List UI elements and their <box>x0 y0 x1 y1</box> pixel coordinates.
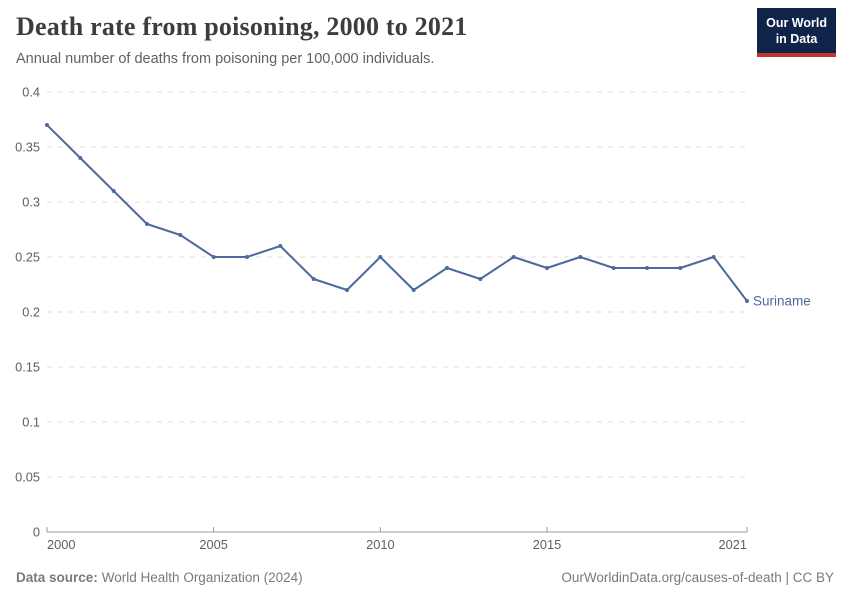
logo-text-line2: in Data <box>775 32 818 47</box>
data-source: Data source: World Health Organization (2… <box>16 570 303 585</box>
data-point-2008[interactable] <box>311 277 316 281</box>
data-point-2007[interactable] <box>278 244 283 248</box>
y-axis-label-0.1: 0.1 <box>22 415 40 430</box>
data-point-2014[interactable] <box>511 255 516 259</box>
data-point-2006[interactable] <box>245 255 249 259</box>
y-axis-label-0.2: 0.2 <box>22 305 40 320</box>
page-subtitle: Annual number of deaths from poisoning p… <box>16 51 435 67</box>
data-point-2001[interactable] <box>78 156 83 160</box>
y-axis-label-0.3: 0.3 <box>22 195 40 210</box>
credit-link[interactable]: OurWorldinData.org/causes-of-death | CC … <box>561 570 834 585</box>
data-point-2012[interactable] <box>445 266 449 270</box>
data-point-2015[interactable] <box>545 266 549 270</box>
x-axis-label-2010: 2010 <box>366 537 394 552</box>
line-chart[interactable]: 0 0.05 0.1 0.15 0.2 0.25 0.3 0.35 0.4 2000 2005 201… <box>0 80 850 560</box>
data-source-value: World Health Organization (2024) <box>101 570 303 585</box>
y-axis-label-0.35: 0.35 <box>15 140 40 155</box>
owid-logo[interactable]: Our World in Data <box>757 8 836 57</box>
x-axis-label-2015: 2015 <box>533 537 561 552</box>
data-point-2009[interactable] <box>345 288 349 292</box>
data-point-2019[interactable] <box>678 266 683 270</box>
y-axis-label-0.25: 0.25 <box>15 250 40 265</box>
page-title: Death rate from poisoning, 2000 to 2021 <box>16 12 468 41</box>
chart-header: Death rate from poisoning, 2000 to 2021 … <box>16 12 716 67</box>
data-point-2010[interactable] <box>378 255 383 259</box>
data-point-2011[interactable] <box>411 288 416 292</box>
data-point-2004[interactable] <box>178 233 183 237</box>
chart-footer: Data source: World Health Organization (2… <box>16 570 834 585</box>
data-point-2020[interactable] <box>711 255 716 259</box>
x-axis-label-2000: 2000 <box>47 537 75 552</box>
data-point-2005[interactable] <box>211 255 216 259</box>
data-point-2018[interactable] <box>645 266 649 270</box>
data-point-2002[interactable] <box>111 189 116 193</box>
y-axis-label-0.05: 0.05 <box>15 470 40 485</box>
y-axis-label-0.15: 0.15 <box>15 360 40 375</box>
data-source-label: Data source: <box>16 570 98 585</box>
y-axis-label-0.4: 0.4 <box>22 85 40 100</box>
data-point-2016[interactable] <box>578 255 583 259</box>
trend-line-suriname <box>46 124 748 302</box>
y-axis-label-0: 0 <box>33 525 40 540</box>
data-point-2003[interactable] <box>145 222 149 226</box>
data-point-2013[interactable] <box>478 277 483 281</box>
data-point-2000[interactable] <box>45 123 49 127</box>
x-axis-label-2021: 2021 <box>719 537 747 552</box>
x-axis-label-2005: 2005 <box>199 537 227 552</box>
logo-text-line1: Our World <box>766 16 827 30</box>
data-point-2017[interactable] <box>611 266 616 270</box>
data-point-2021[interactable] <box>745 299 749 303</box>
series-label-suriname[interactable]: Suriname <box>753 294 811 309</box>
